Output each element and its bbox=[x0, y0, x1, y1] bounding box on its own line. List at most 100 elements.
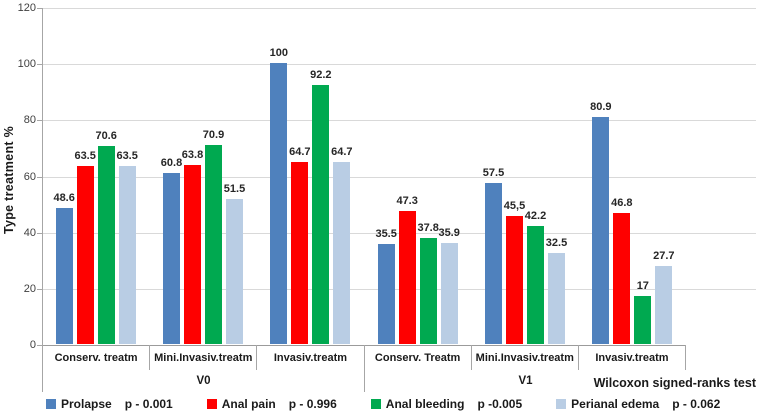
bar-perianal-edema: 35.9 bbox=[438, 227, 460, 344]
legend-item: Prolapse p - 0.001 bbox=[46, 397, 173, 411]
bar-value-label: 60.8 bbox=[160, 157, 183, 170]
y-tick bbox=[37, 288, 42, 290]
bar-anal-pain: 63.5 bbox=[74, 150, 96, 344]
category-group-label: V0 bbox=[42, 370, 364, 392]
bar-group: 100 64.7 92.2 64.7 bbox=[257, 8, 364, 344]
legend-series-name: Perianal edema bbox=[571, 397, 660, 411]
gridline bbox=[42, 64, 756, 66]
y-tick bbox=[37, 120, 42, 122]
bar-value-label: 70.6 bbox=[95, 129, 117, 142]
bar-value-label: 63.8 bbox=[181, 148, 204, 161]
category-axis: Conserv. treatm Mini.Invasiv.treatm Invasi… bbox=[42, 345, 687, 370]
bar-group: 57.5 45,5 42.2 32.5 bbox=[471, 8, 578, 344]
y-tick bbox=[37, 176, 42, 178]
y-tick-label: 60 bbox=[23, 170, 36, 183]
y-tick-label: 20 bbox=[23, 282, 36, 295]
bar-perianal-edema: 32.5 bbox=[546, 237, 567, 344]
legend-swatch bbox=[370, 399, 381, 409]
bar-prolapse: 35.5 bbox=[375, 228, 397, 344]
bar-group: 80.9 46.8 17 27.7 bbox=[579, 8, 686, 344]
bar-value-label: 80.9 bbox=[590, 100, 612, 113]
bar-value-label: 64.7 bbox=[331, 146, 353, 159]
category-group-axis: V0 V1 bbox=[42, 370, 686, 392]
y-tick-label: 120 bbox=[17, 2, 36, 14]
bar-value-label: 27.7 bbox=[653, 250, 675, 263]
bar-value-label: 32.5 bbox=[545, 236, 568, 249]
legend-series-name: Anal pain bbox=[221, 397, 276, 411]
axis-note: Wilcoxon signed-ranks test bbox=[589, 376, 756, 390]
bar-value-label: 37.8 bbox=[417, 221, 439, 234]
category-group-label: V1 bbox=[364, 370, 686, 392]
bar-value-label: 17 bbox=[636, 280, 649, 293]
bar-value-label: 48.6 bbox=[53, 191, 75, 204]
legend-item: Anal pain p - 0.996 bbox=[206, 397, 337, 411]
bar-value-label: 92.2 bbox=[310, 69, 332, 82]
bar-anal-pain: 46.8 bbox=[611, 197, 633, 344]
legend-series-name: Prolapse bbox=[61, 397, 112, 411]
bar-value-label: 45,5 bbox=[503, 200, 526, 213]
legend-p-value: p -0.005 bbox=[477, 397, 523, 411]
bar-perianal-edema: 63.5 bbox=[116, 150, 138, 344]
bar-anal-bleeding: 70.6 bbox=[95, 130, 117, 344]
gridline bbox=[42, 120, 756, 122]
y-tick-label: 80 bbox=[23, 114, 36, 127]
category-label: Invasiv.treatm bbox=[256, 345, 363, 370]
category-label: Conserv. Treatm bbox=[363, 345, 471, 370]
y-tick bbox=[37, 8, 42, 9]
category-label: Mini.Invasiv.treatm bbox=[470, 345, 578, 370]
legend-p-value: p - 0.001 bbox=[124, 397, 173, 411]
gridline bbox=[42, 8, 756, 9]
bar-perianal-edema: 51.5 bbox=[224, 183, 245, 344]
legend-p-value: p - 0.062 bbox=[672, 397, 721, 411]
bar-value-label: 57.5 bbox=[482, 166, 505, 179]
y-tick bbox=[37, 232, 42, 234]
bar-anal-bleeding: 42.2 bbox=[525, 210, 546, 344]
bar-anal-pain: 47.3 bbox=[396, 195, 418, 344]
bar-anal-pain: 63.8 bbox=[182, 149, 203, 344]
bar-value-label: 35.5 bbox=[375, 228, 397, 241]
bar-value-label: 100 bbox=[269, 47, 288, 60]
bar-prolapse: 48.6 bbox=[53, 192, 75, 344]
legend-swatch bbox=[206, 399, 217, 409]
bar-group: 60.8 63.8 70.9 51.5 bbox=[149, 8, 256, 344]
y-axis-line bbox=[42, 8, 43, 345]
y-tick bbox=[37, 345, 42, 346]
legend-p-value: p - 0.996 bbox=[288, 397, 337, 411]
bar-value-label: 63.5 bbox=[74, 149, 96, 162]
category-label: Mini.Invasiv.treatm bbox=[149, 345, 256, 370]
bar-value-label: 47.3 bbox=[396, 195, 418, 208]
bar-value-label: 42.2 bbox=[524, 209, 547, 222]
y-tick bbox=[37, 64, 42, 66]
bar-anal-pain: 45,5 bbox=[504, 200, 525, 344]
legend-item: Anal bleeding p -0.005 bbox=[370, 397, 523, 411]
bar-perianal-edema: 27.7 bbox=[653, 250, 675, 344]
legend-series-name: Anal bleeding bbox=[385, 397, 465, 411]
bar-group: 35.5 47.3 37.8 35.9 bbox=[364, 8, 471, 344]
bar-anal-bleeding: 37.8 bbox=[417, 222, 439, 344]
legend-item: Perianal edema p - 0.062 bbox=[556, 397, 720, 411]
bar-prolapse: 57.5 bbox=[483, 167, 504, 344]
y-tick-label: 0 bbox=[29, 339, 36, 351]
category-label: Conserv. treatm bbox=[42, 345, 149, 370]
bar-value-label: 64.7 bbox=[289, 146, 311, 159]
category-label: Invasiv.treatm bbox=[577, 345, 687, 370]
bar-prolapse: 100 bbox=[270, 47, 288, 344]
legend-swatch bbox=[46, 399, 56, 409]
bar-anal-bleeding: 70.9 bbox=[203, 129, 224, 344]
bar-anal-bleeding: 17 bbox=[634, 280, 652, 344]
bar-value-label: 70.9 bbox=[202, 128, 225, 141]
bar-anal-pain: 64.7 bbox=[289, 146, 311, 344]
bar-perianal-edema: 64.7 bbox=[331, 146, 353, 344]
bar-value-label: 35.9 bbox=[438, 227, 460, 240]
bar-anal-bleeding: 92.2 bbox=[310, 69, 332, 344]
bar-value-label: 63.5 bbox=[116, 149, 138, 162]
bar-value-label: 46.8 bbox=[611, 196, 633, 209]
bar-prolapse: 60.8 bbox=[161, 157, 182, 344]
bar-value-label: 51.5 bbox=[223, 183, 246, 196]
gridline bbox=[42, 176, 756, 178]
y-tick-label: 100 bbox=[17, 58, 36, 71]
bar-group: 48.6 63.5 70.6 63.5 bbox=[42, 8, 149, 344]
legend-swatch bbox=[556, 399, 567, 409]
y-tick-label: 40 bbox=[23, 226, 36, 239]
